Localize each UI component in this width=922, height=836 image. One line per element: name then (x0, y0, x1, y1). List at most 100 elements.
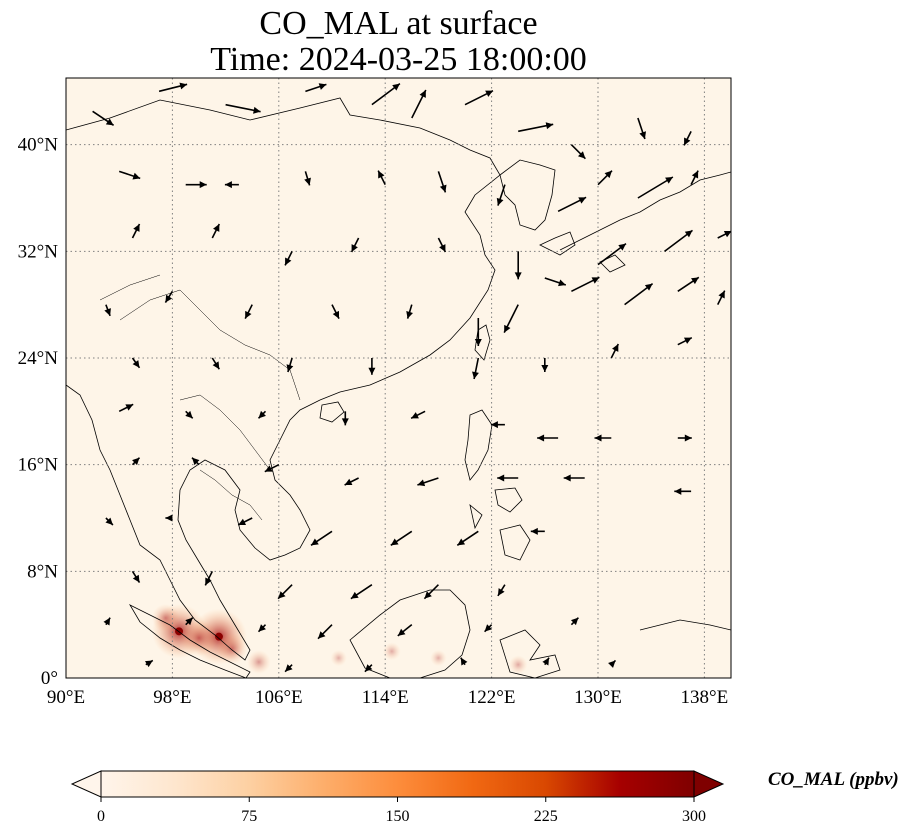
wind-arrow (264, 463, 280, 473)
wind-arrow (537, 434, 559, 442)
wind-arrow (364, 664, 373, 673)
wind-arrow (571, 276, 600, 293)
wind-arrow (244, 304, 253, 320)
wind-arrow (310, 530, 333, 546)
lon-tick-label: 138°E (681, 687, 729, 708)
wind-arrow (514, 251, 522, 280)
wind-arrow (683, 130, 692, 146)
co-hotspot (382, 642, 401, 661)
colorbar-tick-label: 75 (241, 808, 257, 825)
lon-tick-label: 106°E (255, 687, 303, 708)
wind-arrow (165, 514, 173, 522)
lat-tick-label: 0° (41, 668, 58, 689)
axis-labels: 90°E 98°E 106°E 114°E 122°E 130°E 138°E 0° 8°N 16… (18, 135, 729, 708)
wind-arrow (637, 176, 674, 199)
wind-arrow (284, 664, 293, 673)
wind-arrow (103, 617, 111, 626)
lon-tick-label: 122°E (468, 687, 516, 708)
wind-arrow (624, 283, 654, 306)
co-hotspot (151, 603, 180, 633)
wind-arrow (410, 410, 426, 420)
wind-arrow (610, 343, 620, 359)
wind-arrow (164, 290, 174, 303)
wind-arrow (690, 170, 699, 186)
colorbar: 0 75 150 225 300 (70, 770, 725, 825)
colorbar-gradient (100, 770, 695, 798)
colorbar-tick-label: 150 (386, 808, 410, 825)
wind-arrow (594, 434, 612, 442)
wind-arrow (92, 110, 115, 126)
wind-arrow (331, 304, 340, 320)
colorbar-tick-label: 300 (682, 808, 706, 825)
wind-arrow (597, 170, 613, 186)
wind-arrow (637, 117, 647, 140)
wind-arrow (496, 184, 506, 206)
wind-arrow (305, 83, 327, 93)
wind-arrow (257, 624, 267, 633)
wind-arrow (674, 487, 692, 495)
wind-arrow (131, 570, 141, 583)
wind-arrow (716, 290, 726, 306)
wind-arrow (437, 171, 447, 193)
map-background (66, 78, 731, 678)
wind-arrow (677, 434, 692, 442)
wind-vectors (92, 82, 731, 673)
wind-arrow (563, 474, 585, 482)
wind-arrow (541, 358, 549, 372)
wind-arrow (456, 530, 479, 546)
lon-tick-label: 90°E (47, 687, 85, 708)
wind-arrow (341, 411, 349, 426)
wind-arrow (542, 657, 550, 666)
wind-arrow (417, 477, 439, 487)
lon-tick-label: 114°E (362, 687, 409, 708)
wind-arrow (224, 181, 239, 189)
wind-arrow (286, 357, 294, 373)
wind-arrow (518, 122, 554, 133)
wind-arrow (717, 230, 731, 239)
wind-arrow (257, 410, 267, 419)
wind-arrow (237, 517, 253, 526)
wind-arrow (472, 357, 480, 380)
wind-arrow (104, 304, 111, 317)
wind-arrow (277, 584, 293, 600)
wind-arrow (544, 277, 567, 287)
wind-arrow (474, 318, 482, 346)
wind-arrow (105, 517, 114, 526)
map-frame (65, 77, 732, 679)
colorbar-ticks: 0 75 150 225 300 (97, 797, 706, 825)
wind-arrow (464, 89, 494, 106)
wind-arrow (131, 457, 141, 466)
lat-tick-label: 8°N (27, 561, 58, 582)
wind-arrow (344, 477, 359, 486)
co-hotspot (180, 619, 218, 657)
wind-arrow (284, 250, 293, 266)
wind-arrow (460, 657, 468, 666)
wind-arrow (490, 421, 505, 429)
wind-arrow (158, 82, 188, 93)
lon-tick-label: 130°E (574, 687, 622, 708)
wind-arrow (131, 223, 141, 239)
wind-arrow (437, 237, 447, 253)
lat-tick-label: 16°N (18, 455, 59, 476)
lat-tick-label: 40°N (18, 135, 59, 156)
colorbar-tick-label: 0 (97, 808, 105, 825)
gridlines (66, 78, 731, 678)
wind-arrow (118, 403, 134, 413)
colorbar-extend-min (70, 770, 102, 798)
wind-arrow (397, 624, 413, 637)
wind-arrow (664, 229, 693, 252)
wind-arrow (570, 144, 586, 160)
wind-arrow (677, 336, 693, 346)
wind-arrow (185, 617, 194, 626)
wind-arrow (530, 527, 545, 535)
wind-arrow (118, 170, 141, 180)
co-hotspot (508, 655, 528, 674)
wind-arrow (484, 624, 493, 633)
co-hotspot (330, 649, 347, 667)
wind-arrow (423, 584, 439, 600)
plot-title: CO_MAL at surface (259, 5, 538, 42)
wind-arrow (377, 170, 386, 186)
wind-arrow (350, 584, 373, 600)
lat-tick-label: 32°N (18, 241, 59, 262)
